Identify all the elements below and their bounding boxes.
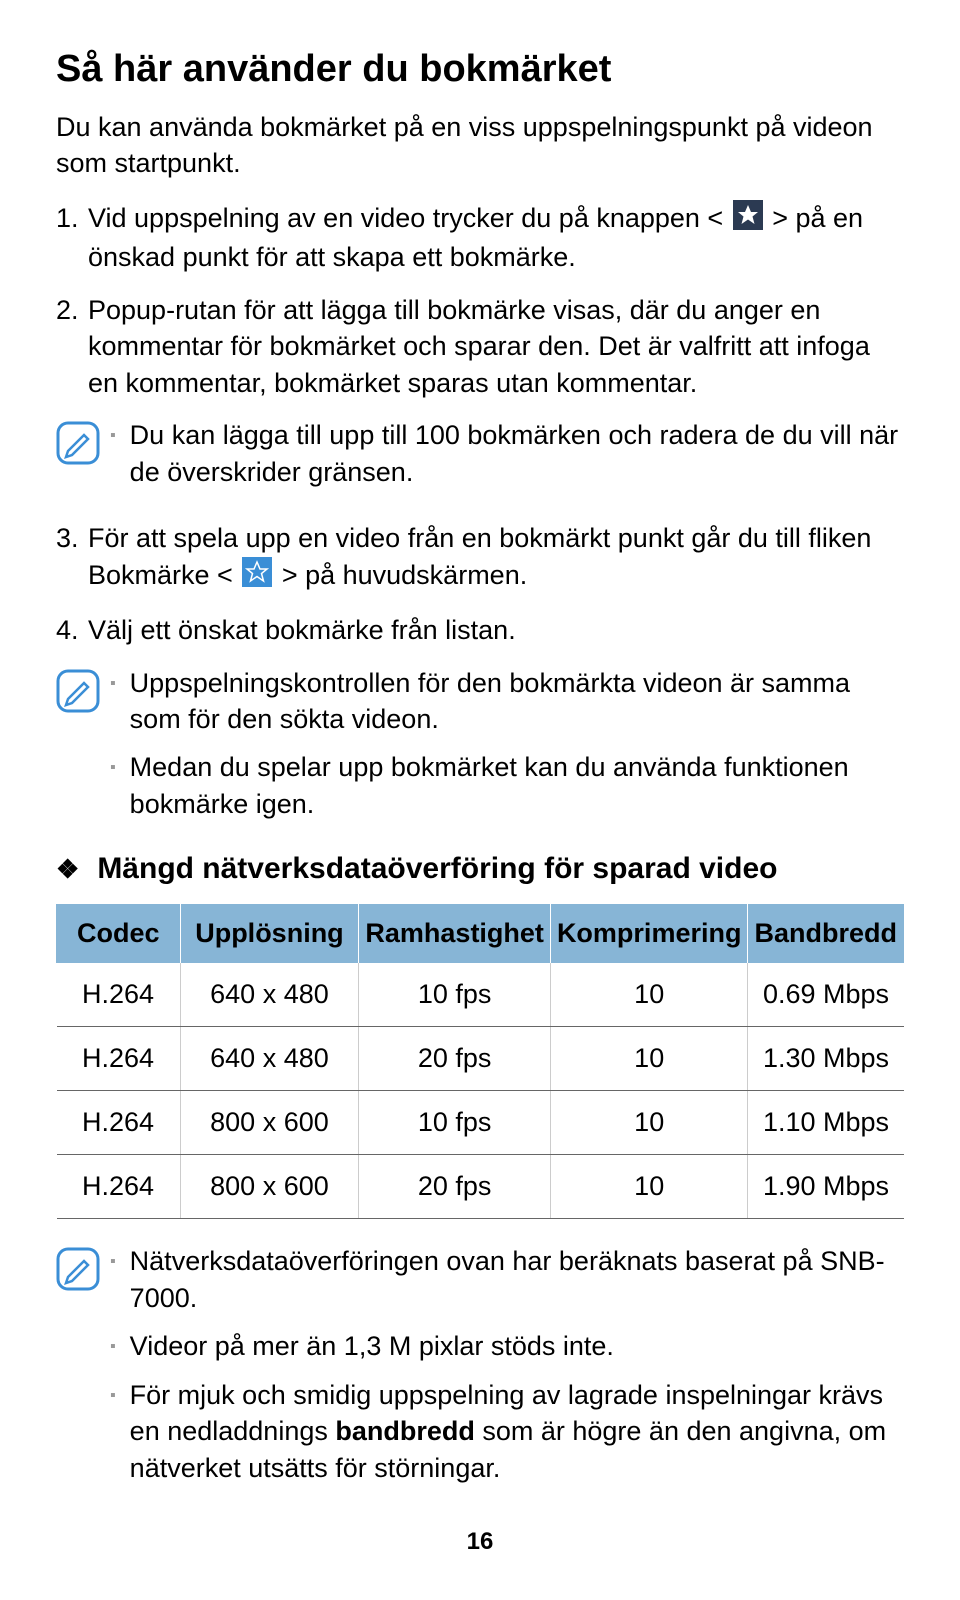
step-3: 3. För att spela upp en video från en bo… xyxy=(56,520,904,596)
step-body: Popup-rutan för att lägga till bokmärke … xyxy=(88,292,904,401)
table-cell: 640 x 480 xyxy=(180,963,359,1027)
step-number: 3. xyxy=(56,520,88,596)
table-cell: 800 x 600 xyxy=(180,1155,359,1219)
step-body: Vid uppspelning av en video trycker du p… xyxy=(88,200,904,276)
th-bandwidth: Bandbredd xyxy=(748,904,904,963)
table-header-row: Codec Upplösning Ramhastighet Komprimeri… xyxy=(57,904,904,963)
pencil-note-icon xyxy=(56,417,110,470)
table-row: H.264640 x 48010 fps100.69 Mbps xyxy=(57,963,904,1027)
step-number: 2. xyxy=(56,292,88,401)
codec-table: Codec Upplösning Ramhastighet Komprimeri… xyxy=(56,904,904,1219)
table-cell: 10 xyxy=(550,1091,748,1155)
note-list-1: Du kan lägga till upp till 100 bokmärken… xyxy=(110,417,904,502)
note-item: För mjuk och smidig uppspelning av lagra… xyxy=(110,1377,904,1486)
star-dark-icon xyxy=(733,200,763,239)
th-codec: Codec xyxy=(57,904,181,963)
table-cell: H.264 xyxy=(57,1155,181,1219)
diamond-bullet-icon: ❖ xyxy=(56,854,79,885)
table-cell: 1.90 Mbps xyxy=(748,1155,904,1219)
table-row: H.264800 x 60010 fps101.10 Mbps xyxy=(57,1091,904,1155)
step-1: 1. Vid uppspelning av en video trycker d… xyxy=(56,200,904,276)
note-block-3: Nätverksdataöverföringen ovan har beräkn… xyxy=(56,1243,904,1498)
note-item: Videor på mer än 1,3 M pixlar stöds inte… xyxy=(110,1328,904,1364)
table-cell: H.264 xyxy=(57,963,181,1027)
note-item: Nätverksdataöverföringen ovan har beräkn… xyxy=(110,1243,904,1316)
table-row: H.264800 x 60020 fps101.90 Mbps xyxy=(57,1155,904,1219)
section-heading: ❖ Mängd nätverksdataöverföring för spara… xyxy=(56,852,904,886)
table-cell: 20 fps xyxy=(359,1027,551,1091)
table-cell: 10 fps xyxy=(359,963,551,1027)
intro-text: Du kan använda bokmärket på en viss upps… xyxy=(56,109,904,182)
pencil-note-icon xyxy=(56,1243,110,1296)
note-item: Uppspelningskontrollen för den bokmärkta… xyxy=(110,665,904,738)
note-block-2: Uppspelningskontrollen för den bokmärkta… xyxy=(56,665,904,835)
step-body: För att spela upp en video från en bokmä… xyxy=(88,520,904,596)
table-cell: 20 fps xyxy=(359,1155,551,1219)
star-light-icon xyxy=(242,557,272,596)
pencil-note-icon xyxy=(56,665,110,718)
table-row: H.264640 x 48020 fps101.30 Mbps xyxy=(57,1027,904,1091)
table-cell: 10 xyxy=(550,963,748,1027)
step-4: 4. Välj ett önskat bokmärke från listan. xyxy=(56,612,904,648)
table-cell: 640 x 480 xyxy=(180,1027,359,1091)
table-cell: 0.69 Mbps xyxy=(748,963,904,1027)
page-title: Så här använder du bokmärket xyxy=(56,48,904,91)
table-cell: 10 xyxy=(550,1027,748,1091)
note-item: Medan du spelar upp bokmärket kan du anv… xyxy=(110,749,904,822)
page-number: 16 xyxy=(56,1528,904,1556)
steps-list-1: 1. Vid uppspelning av en video trycker d… xyxy=(56,200,904,401)
table-cell: 1.30 Mbps xyxy=(748,1027,904,1091)
steps-list-2: 3. För att spela upp en video från en bo… xyxy=(56,520,904,648)
step-number: 1. xyxy=(56,200,88,276)
note-block-1: Du kan lägga till upp till 100 bokmärken… xyxy=(56,417,904,502)
note-item: Du kan lägga till upp till 100 bokmärken… xyxy=(110,417,904,490)
note-list-2: Uppspelningskontrollen för den bokmärkta… xyxy=(110,665,904,835)
th-resolution: Upplösning xyxy=(180,904,359,963)
table-cell: H.264 xyxy=(57,1091,181,1155)
table-cell: 10 fps xyxy=(359,1091,551,1155)
th-compression: Komprimering xyxy=(550,904,748,963)
note-list-3: Nätverksdataöverföringen ovan har beräkn… xyxy=(110,1243,904,1498)
step-2: 2. Popup-rutan för att lägga till bokmär… xyxy=(56,292,904,401)
step-number: 4. xyxy=(56,612,88,648)
step-body: Välj ett önskat bokmärke från listan. xyxy=(88,612,904,648)
table-cell: 10 xyxy=(550,1155,748,1219)
table-cell: 1.10 Mbps xyxy=(748,1091,904,1155)
table-cell: 800 x 600 xyxy=(180,1091,359,1155)
table-cell: H.264 xyxy=(57,1027,181,1091)
th-framerate: Ramhastighet xyxy=(359,904,551,963)
